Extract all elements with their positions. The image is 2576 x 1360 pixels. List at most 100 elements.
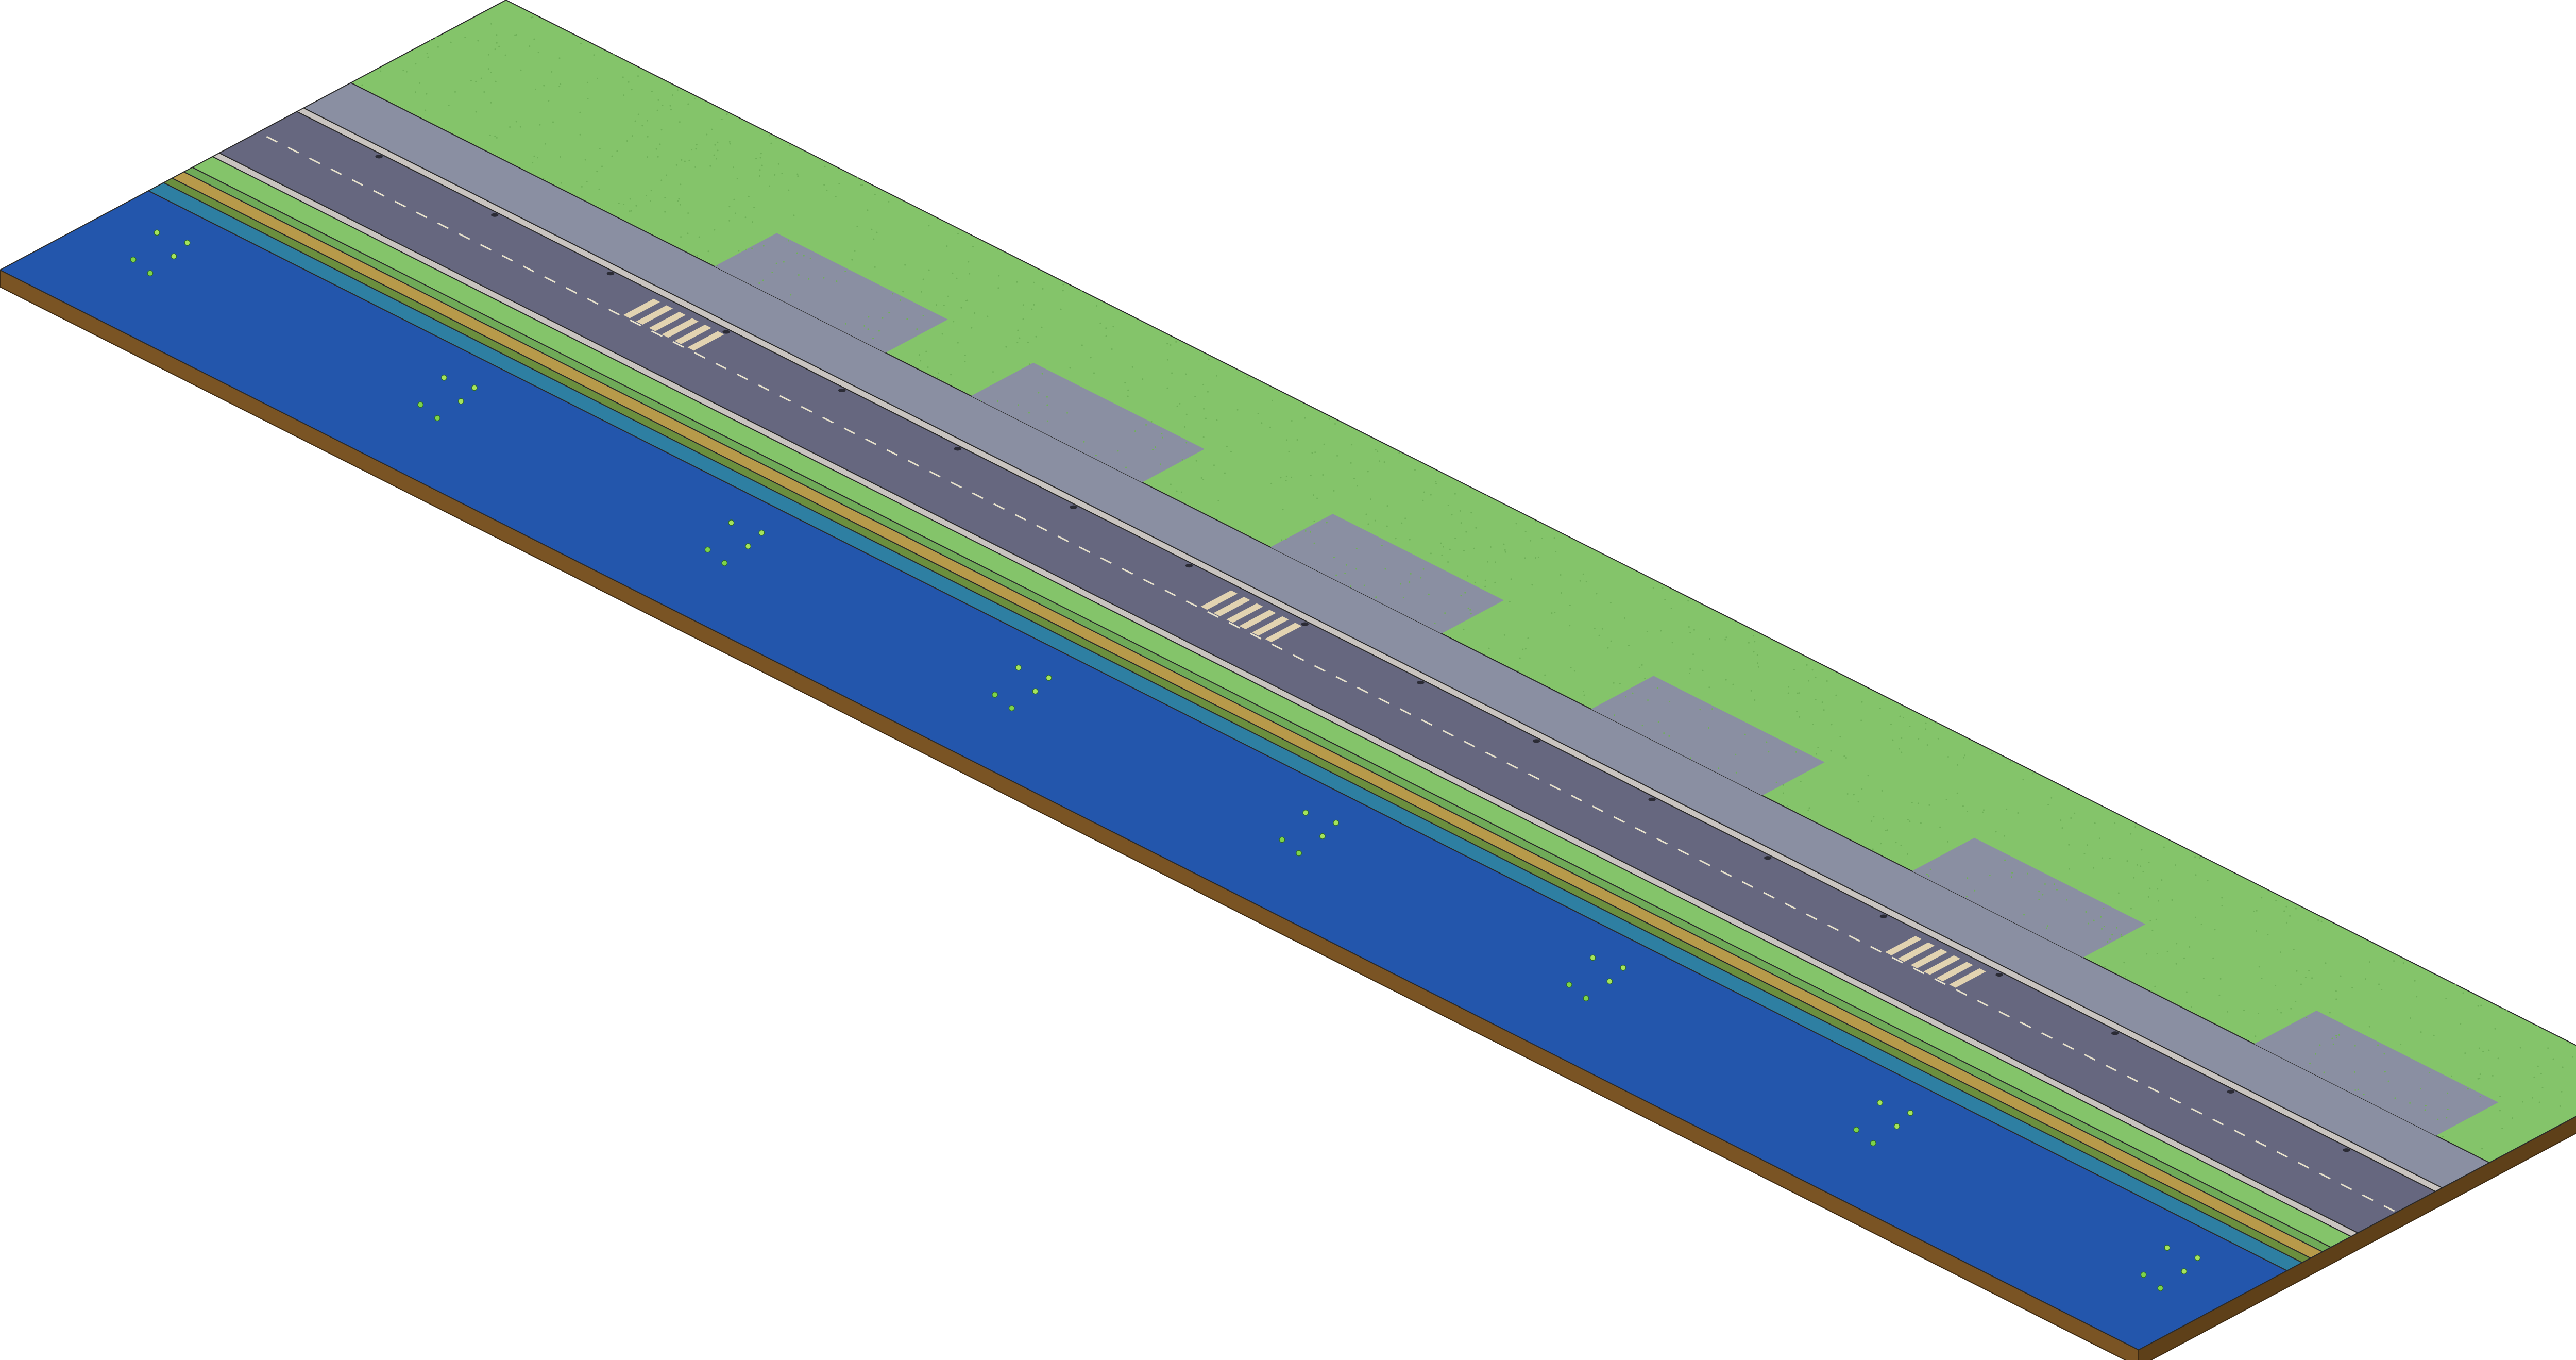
grass-speck — [2320, 920, 2323, 922]
grass-speck — [1797, 692, 1799, 694]
grass-speck — [745, 248, 747, 250]
grass-speck — [2044, 883, 2046, 885]
grass-speck — [2136, 864, 2138, 866]
grass-speck — [1815, 698, 1817, 700]
grass-speck — [783, 261, 785, 263]
grass-speck — [1322, 474, 1324, 476]
grass-speck — [882, 317, 884, 319]
road-markings-layer — [266, 136, 2395, 1212]
grass-speck — [1524, 557, 1526, 559]
grass-speck — [1806, 664, 1808, 666]
grass-speck — [1883, 818, 1885, 820]
storm-drain-icon — [1417, 680, 1425, 685]
grass-speck — [1441, 554, 1443, 556]
grass-speck — [448, 105, 450, 106]
grass-speck — [2218, 994, 2221, 996]
grass-speck — [1370, 498, 1372, 500]
storm-drain-icon — [954, 447, 962, 451]
grass-speck — [1903, 707, 1905, 709]
grass-speck — [1830, 750, 1832, 752]
grass-speck — [1451, 514, 1453, 516]
grass-speck — [2531, 1097, 2533, 1099]
grass-speck — [2338, 1034, 2340, 1036]
grass-speck — [1485, 494, 1487, 496]
grass-speck — [664, 211, 666, 213]
grass-speck — [1230, 450, 1232, 452]
grass-speck — [616, 150, 618, 152]
grass-speck — [868, 316, 870, 318]
grass-speck — [937, 372, 939, 374]
grass-speck — [2533, 1076, 2535, 1078]
grass-speck — [726, 113, 728, 115]
grass-speck — [1619, 683, 1621, 685]
grass-speck — [1823, 709, 1825, 711]
grass-speck — [1194, 395, 1196, 397]
grass-speck — [2424, 1109, 2426, 1111]
grass-speck — [1860, 719, 1862, 721]
lane-dash — [1570, 795, 1582, 802]
grass-speck — [490, 72, 492, 73]
grass-speck — [874, 193, 876, 195]
grass-speck — [851, 259, 853, 261]
grass-speck — [1689, 668, 1691, 670]
grass-speck — [1956, 792, 1958, 794]
lane-dash — [2319, 1172, 2331, 1180]
grass-speck — [1161, 436, 1163, 439]
grass-speck — [2308, 969, 2310, 971]
grass-speck — [581, 186, 583, 188]
grass-speck — [515, 121, 517, 123]
grass-speck — [2561, 1090, 2563, 1093]
grass-speck — [729, 143, 731, 145]
grass-speck — [1607, 647, 1609, 649]
water-plants-layer — [130, 229, 2201, 1291]
lane-dash — [1977, 1000, 1989, 1007]
grass-speck — [670, 109, 672, 111]
grass-speck — [657, 156, 659, 158]
grass-speck — [2296, 970, 2298, 972]
grass-speck — [1569, 604, 1571, 606]
lane-dash — [309, 157, 320, 164]
lane-dash — [1079, 546, 1091, 553]
lane-dash — [1720, 870, 1732, 877]
grass-speck — [2114, 822, 2116, 824]
grass-speck — [1692, 653, 1694, 656]
grass-speck — [1873, 816, 1875, 818]
grass-speck — [1350, 462, 1352, 464]
sand-strip — [171, 171, 2324, 1259]
grass-speck — [552, 121, 554, 123]
grass-speck — [1131, 366, 1133, 368]
grass-speck — [2425, 1105, 2427, 1107]
grass-speck — [706, 133, 708, 136]
lane-dash — [2062, 1043, 2074, 1050]
grass-speck — [2031, 773, 2033, 775]
grass-speck — [2267, 934, 2269, 936]
lane-dash — [1335, 676, 1347, 683]
grass-speck — [1795, 751, 1797, 753]
grass-speck — [1096, 305, 1098, 307]
grass-speck — [711, 128, 713, 130]
grass-speck — [2309, 1062, 2311, 1064]
grass-speck — [2442, 1136, 2444, 1137]
grass-speck — [927, 366, 929, 368]
lane-dash — [737, 373, 749, 380]
grass-speck — [1898, 748, 1900, 750]
grass-speck — [687, 232, 689, 234]
grass-speck — [1808, 680, 1810, 682]
grass-speck — [964, 361, 966, 363]
grass-speck — [1551, 612, 1553, 614]
grass-speck — [584, 159, 586, 161]
grass-speck — [1917, 802, 1919, 804]
storm-drain-icon — [1995, 972, 2003, 977]
grass-speck — [1384, 568, 1386, 570]
grass-speck — [1991, 753, 1993, 755]
grass-speck — [957, 342, 959, 344]
grass-speck — [728, 206, 731, 208]
grass-speck — [593, 54, 595, 56]
grass-speck — [2464, 1052, 2466, 1054]
grass-speck — [1420, 577, 1422, 579]
grass-speck — [2155, 918, 2157, 920]
grass-speck — [2505, 1009, 2507, 1011]
grass-speck — [856, 225, 858, 227]
grass-speck — [2124, 976, 2126, 978]
grass-speck — [2335, 1034, 2337, 1036]
